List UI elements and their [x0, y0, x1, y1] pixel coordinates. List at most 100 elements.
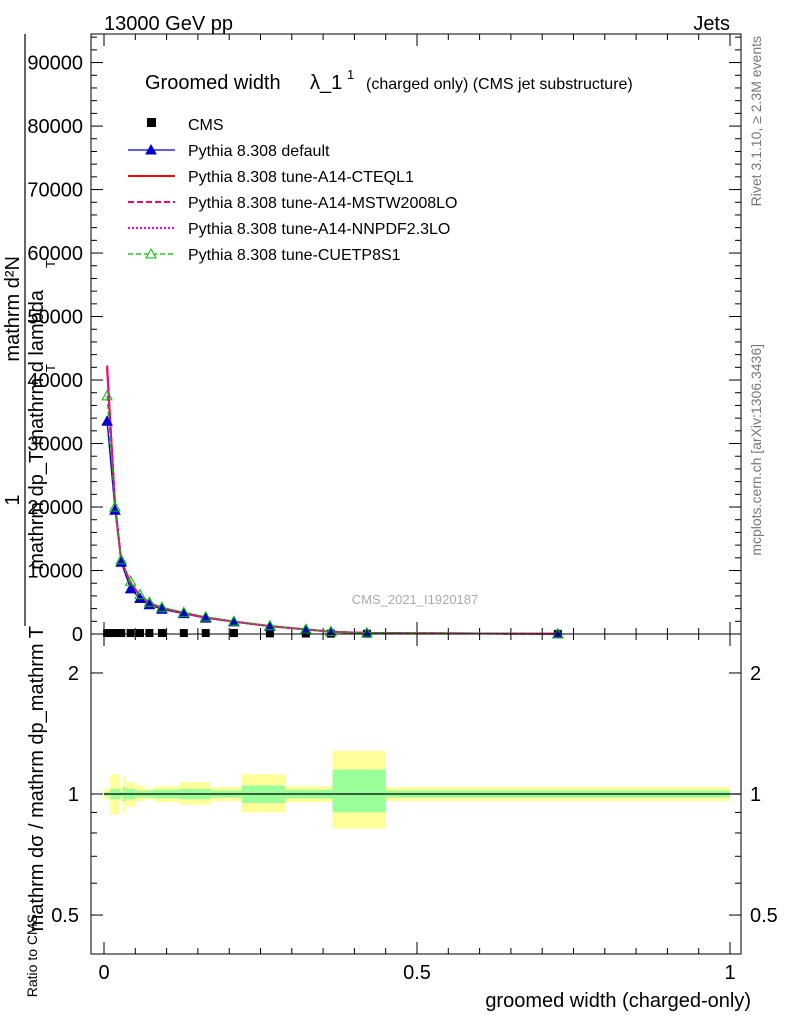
legend-label: CMS — [188, 117, 224, 134]
ratio-y-label: Ratio to CMS — [24, 914, 40, 997]
legend-item-cuetp8s1: Pythia 8.308 tune-CUETP8S1 — [128, 247, 401, 264]
cms-point — [179, 629, 188, 638]
legend-marker — [145, 247, 157, 259]
legend-label: Pythia 8.308 tune-A14-NNPDF2.3LO — [188, 221, 450, 238]
ratio-y-tick-label-right: 0.5 — [750, 905, 778, 927]
y-tick-label: 0 — [72, 624, 83, 646]
y-tick-label: 80000 — [27, 116, 83, 138]
plot-title-sup: 1 — [347, 67, 354, 82]
cuetp8s1-marker — [124, 575, 137, 586]
y-tick-label: 50000 — [27, 307, 83, 329]
ratio-bands — [104, 750, 730, 829]
cuetp8s1-marker — [134, 588, 146, 600]
series-line-a14_cteql1 — [106, 367, 558, 635]
x-tick-label: 0.5 — [403, 962, 431, 984]
legend: CMS Pythia 8.308 default Pythia 8.308 tune… — [128, 117, 457, 264]
plot-title-note: (charged only) (CMS jet substructure) — [366, 76, 633, 93]
x-axis-label: groomed width (charged-only) — [485, 990, 751, 1012]
cuetp8s1-marker — [228, 615, 240, 626]
cuetp8s1-marker — [156, 601, 168, 612]
cms-point — [201, 629, 210, 638]
cuetp8s1-marker — [264, 619, 276, 631]
cuetp8s1-marker — [115, 553, 128, 565]
series-line-cuetp8s1 — [106, 395, 558, 635]
cuetp8s1-marker — [143, 596, 156, 607]
header-jets-label: Jets — [693, 13, 730, 35]
y-tick-label: 20000 — [27, 497, 83, 519]
cuetp8s1-marker — [325, 625, 337, 637]
cms-point — [157, 629, 166, 638]
y-label-one: 1 — [2, 494, 24, 505]
default-marker — [199, 612, 212, 623]
cms-point — [126, 629, 135, 638]
plot-title-symbol: λ_1 — [310, 72, 342, 94]
legend-item-cms: CMS — [147, 117, 224, 134]
default-marker — [109, 504, 121, 515]
legend-item-default: Pythia 8.308 default — [128, 143, 330, 160]
side-label-mcplots: mcplots.cern.ch [arXiv:1306.3436] — [748, 344, 764, 556]
cuetp8s1-marker — [177, 606, 190, 617]
cuetp8s1-marker — [361, 626, 373, 638]
series-line-a14_nnpdf — [106, 370, 558, 635]
legend-label: Pythia 8.308 tune-A14-CTEQL1 — [188, 169, 414, 186]
y-label-dn: mathrm d²N — [2, 256, 24, 362]
ratio-x-axis: 0 0.5 1 — [98, 634, 736, 984]
legend-item-a14_cteql1: Pythia 8.308 tune-A14-CTEQL1 — [128, 169, 414, 186]
cms-point — [229, 629, 238, 638]
series-line-a14_mstw — [106, 365, 558, 635]
cms-point — [135, 629, 144, 638]
main-y-label: 1 mathrm dσ / mathrm dp_mathrm T mathrm … — [2, 34, 58, 931]
series-line-default — [106, 421, 558, 635]
cuetp8s1-marker — [199, 610, 212, 622]
ratio-band-inner — [332, 769, 386, 813]
y-tick-label: 10000 — [27, 561, 83, 583]
cuetp8s1-marker — [101, 389, 113, 401]
cms-point — [145, 629, 154, 638]
y-label-sub-1: T — [43, 364, 58, 372]
default-marker — [101, 415, 113, 426]
y-label-denominator: mathrm dσ / mathrm dp_mathrm T — [26, 626, 48, 931]
y-tick-label: 70000 — [27, 180, 83, 202]
cuetp8s1-marker — [300, 623, 312, 634]
legend-marker — [145, 143, 157, 155]
y-label-sub-2: T — [43, 260, 58, 268]
side-label-rivet: Rivet 3.1.10, ≥ 2.3M events — [748, 36, 764, 206]
cms-point — [265, 629, 274, 638]
x-tick-label: 0 — [98, 962, 109, 984]
cuetp8s1-marker — [109, 500, 121, 512]
ratio-y-tick-label: 1 — [68, 784, 79, 806]
plot-title: Groomed width λ_1 1 (charged only) (CMS … — [145, 67, 633, 94]
main-y-axis: 0 10000 20000 30000 40000 50000 60000 70000 8000… — [27, 36, 741, 646]
legend-label: Pythia 8.308 tune-CUETP8S1 — [188, 247, 401, 264]
watermark: CMS_2021_I1920187 — [352, 592, 479, 607]
main-plot: 0 10000 20000 30000 40000 50000 60000 70000 8000… — [2, 33, 742, 931]
y-tick-label: 90000 — [27, 53, 83, 75]
legend-label: Pythia 8.308 default — [188, 143, 330, 160]
legend-swatch — [147, 118, 156, 127]
default-marker — [134, 592, 146, 603]
y-tick-label: 60000 — [27, 243, 83, 265]
cms-point — [110, 629, 119, 638]
plot-title-text: Groomed width — [145, 72, 281, 94]
legend-label: Pythia 8.308 tune-A14-MSTW2008LO — [188, 195, 457, 212]
ratio-y-axis: 0.5 0.5 1 1 2 2 — [51, 663, 778, 927]
y-label-dp: mathrm dp_T mathrm d lambda — [26, 289, 48, 570]
default-marker — [177, 607, 190, 619]
main-series — [101, 365, 564, 639]
ratio-y-tick-label: 2 — [68, 663, 79, 685]
x-tick-label: 1 — [724, 962, 735, 984]
y-tick-label: 30000 — [27, 434, 83, 456]
ratio-y-tick-label-right: 1 — [750, 784, 761, 806]
legend-item-a14_mstw: Pythia 8.308 tune-A14-MSTW2008LO — [128, 195, 457, 212]
y-tick-label: 40000 — [27, 370, 83, 392]
cms-point — [117, 629, 126, 638]
ratio-y-tick-label: 0.5 — [51, 905, 79, 927]
ratio-plot: 0.5 0.51 12 2 0 0.5 1 Ratio to CMS groomed wi… — [24, 633, 778, 1012]
cuetp8s1-marker — [552, 627, 564, 639]
ratio-y-tick-label-right: 2 — [750, 663, 761, 685]
default-marker — [124, 582, 137, 594]
cms-point — [103, 629, 112, 638]
header-energy-label: 13000 GeV pp — [104, 13, 233, 35]
legend-item-a14_nnpdf: Pythia 8.308 tune-A14-NNPDF2.3LO — [128, 221, 450, 238]
